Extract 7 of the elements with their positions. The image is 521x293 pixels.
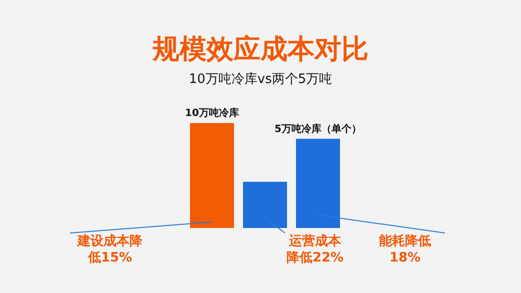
x-tick-label: 5万吨冷库（单个） [274,122,362,135]
text: 能耗降低18% [379,233,431,266]
text: 建设成本降低15% [76,234,144,266]
text: 运营成本降低22% [286,233,344,266]
chart-title: 规模效应成本对比 [152,34,368,65]
chart-subtitle: 10万吨冷库vs两个5万吨 [188,72,332,87]
x-tick-label: 10万吨冷库 [185,107,239,119]
